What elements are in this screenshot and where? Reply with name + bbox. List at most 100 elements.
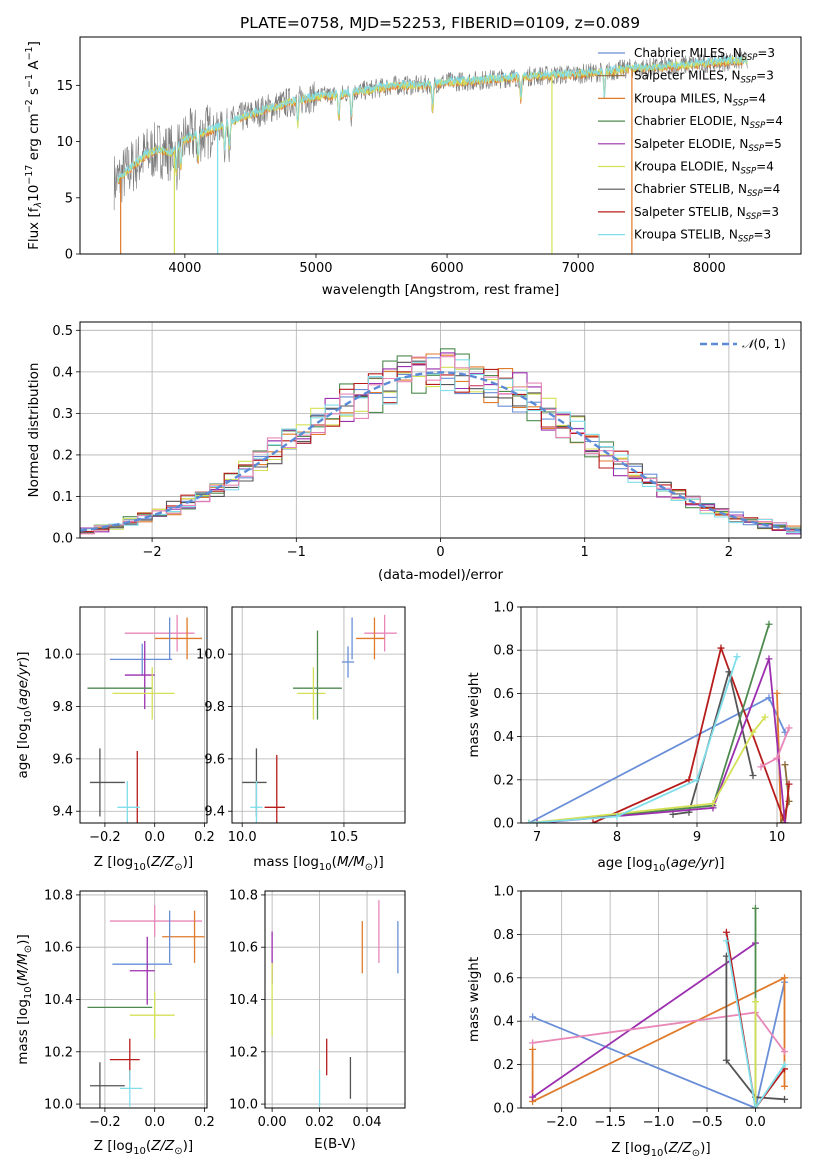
weight-marker [722, 1056, 730, 1064]
x-axis-label: (data-model)/error [378, 567, 504, 583]
tick-label: 10.0 [196, 648, 225, 663]
tick-label: 10.6 [229, 941, 258, 956]
tick-label: 9 [693, 830, 701, 845]
age-vs-mass-panel: 10.0 10.5 9.4 9.6 9.8 10.0 mass [log10(M/M⊙)] [196, 606, 406, 873]
weight-marker [613, 813, 621, 821]
errorbar-point [162, 910, 205, 963]
weight-series [531, 976, 786, 1103]
tick-label: 0.6 [493, 971, 514, 986]
tick-label: 0.4 [493, 730, 514, 745]
axes-frame [520, 890, 802, 1109]
tick-label: −0.2 [89, 830, 121, 845]
tick-label: 9.6 [204, 752, 225, 767]
errorbar-point [264, 754, 285, 823]
tick-label: 0.8 [493, 928, 514, 943]
tick-label: 0.6 [493, 687, 514, 702]
tick-label: 10.4 [44, 993, 73, 1008]
tick-label: −2 [143, 545, 162, 560]
figure-title: PLATE=0758, MJD=52253, FIBERID=0109, z=0… [240, 14, 640, 32]
tick-label: 1.0 [493, 601, 514, 616]
errorbar-point [356, 617, 385, 660]
axes-frame [79, 321, 802, 539]
x-axis-label: E(B-V) [314, 1136, 356, 1152]
weight-series [528, 716, 766, 823]
weight-marker [529, 1013, 537, 1021]
weight-series [536, 658, 786, 823]
errorbar-point [124, 641, 155, 710]
x-axis-label: Z [log10(Z/Z⊙)] [94, 854, 193, 873]
spectrum-panel: 4000 5000 6000 7000 8000 0 5 10 15 wavelength [An… [24, 36, 802, 298]
errorbar-point [129, 936, 155, 1005]
weight-marker [761, 713, 769, 721]
axes-frame [79, 36, 802, 255]
weight-marker [722, 928, 730, 936]
weight-marker [781, 974, 789, 982]
weight-marker [529, 1039, 537, 1047]
histogram-series [80, 356, 801, 535]
weight-marker [785, 780, 793, 788]
tick-label: 0.0 [144, 1115, 165, 1130]
y-axis-label: age [log10(age/yr)] [15, 651, 34, 778]
weight-series [536, 624, 770, 823]
tick-label: 10.8 [44, 888, 73, 903]
tick-label: 0 [436, 545, 444, 560]
tick-label: −0.2 [89, 1115, 121, 1130]
tick-label: 9.8 [204, 700, 225, 715]
axes-frame [231, 606, 406, 824]
weight-marker [773, 689, 781, 697]
age-vs-Z-panel: −0.2 0.0 0.2 9.4 9.6 9.8 10.0 Z [log10(Z/Z⊙)] ag… [15, 606, 215, 873]
legend-label: Kroupa MILES, NSSP=4 [634, 91, 766, 108]
weight-marker [529, 1093, 537, 1101]
tick-label: 10.6 [44, 941, 73, 956]
tick-label: 5 [65, 191, 73, 206]
weight-marker [685, 776, 693, 784]
tick-label: 6000 [431, 261, 464, 276]
normal-reference-curve [80, 371, 801, 532]
tick-label: 0.2 [194, 830, 215, 845]
errorbar-point [341, 646, 355, 678]
weight-series [528, 656, 738, 823]
legend-label: 𝒩(0, 1) [742, 337, 786, 351]
tick-label: 4000 [168, 261, 201, 276]
legend-label: Salpeter ELODIE, NSSP=5 [634, 137, 782, 154]
tick-label: 7 [533, 830, 541, 845]
tick-label: 0.0 [493, 1102, 514, 1117]
tick-label: 10.4 [229, 993, 258, 1008]
histogram-steps [80, 348, 801, 535]
tick-label: 0 [65, 248, 73, 263]
tick-label: 10.0 [44, 1098, 73, 1113]
errorbars [271, 900, 399, 1107]
tick-label: 8 [613, 830, 621, 845]
weight-series [532, 942, 757, 1098]
errorbar-point [109, 905, 203, 937]
errorbar-point [119, 1070, 143, 1107]
errorbar-point [250, 781, 263, 823]
y-axis-label: mass [log10(M/M⊙)] [15, 934, 34, 1064]
weight-marker [751, 998, 759, 1006]
legend-label: Chabrier STELIB, NSSP=4 [634, 182, 780, 199]
tick-label: 0.2 [493, 773, 514, 788]
weight-marker [781, 1082, 789, 1090]
errorbar-point [117, 781, 140, 823]
tick-label: 2 [725, 545, 733, 560]
legend-label: Salpeter STELIB, NSSP=3 [634, 205, 779, 222]
tick-label: 0.4 [493, 1015, 514, 1030]
tick-label: 0.02 [305, 1115, 334, 1130]
weight-marker [717, 644, 725, 652]
weight-marker [733, 653, 741, 661]
tick-label: −0.5 [691, 1115, 723, 1130]
model-spectrum [117, 54, 748, 183]
tick-label: 15 [56, 79, 73, 94]
weight-marker [765, 655, 773, 663]
tick-label: −1 [287, 545, 306, 560]
mass-vs-EBV-panel: 0.00 0.02 0.04 10.0 10.2 10.4 10.6 10.8 E(B-V) [229, 888, 406, 1152]
tick-label: 0.00 [258, 1115, 287, 1130]
tick-label: 10.2 [229, 1045, 258, 1060]
axes-frame [264, 890, 406, 1109]
tick-label: 5000 [299, 261, 332, 276]
weight-marker [751, 904, 759, 912]
weight-marker [781, 1095, 789, 1103]
tick-label: 9.6 [52, 752, 73, 767]
errorbar-point [109, 1038, 140, 1081]
tick-label: 0.0 [144, 830, 165, 845]
